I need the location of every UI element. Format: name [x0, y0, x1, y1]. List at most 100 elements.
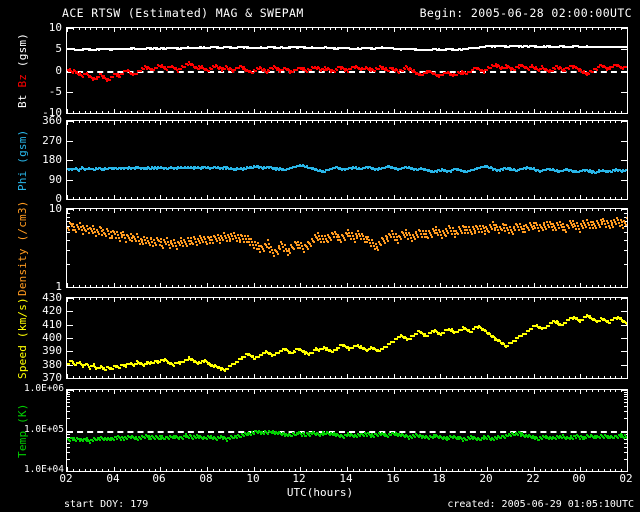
- x-tick-minor: [621, 469, 622, 471]
- x-tick: [394, 109, 395, 113]
- x-tick-minor: [417, 209, 418, 211]
- y-tick-label: 0: [55, 192, 62, 205]
- data-point: [184, 241, 186, 243]
- x-tick-minor: [312, 121, 313, 123]
- data-point: [157, 362, 159, 364]
- x-tick-minor: [178, 390, 179, 392]
- data-point: [312, 352, 314, 354]
- x-tick-minor: [604, 469, 605, 471]
- x-tick-minor: [242, 298, 243, 300]
- x-tick-minor: [190, 285, 191, 287]
- data-point: [396, 239, 398, 241]
- data-point: [346, 233, 348, 235]
- x-tick-label: 06: [152, 472, 166, 485]
- data-point: [518, 169, 520, 171]
- data-point: [496, 170, 498, 172]
- data-point: [525, 224, 527, 226]
- data-point: [259, 251, 261, 253]
- x-tick-minor: [312, 209, 313, 211]
- data-point: [261, 246, 263, 248]
- data-point: [189, 167, 191, 169]
- x-tick: [300, 283, 301, 287]
- data-point: [186, 245, 188, 247]
- data-point: [378, 68, 380, 70]
- data-point: [145, 48, 147, 50]
- data-point: [297, 47, 299, 49]
- x-tick-minor: [283, 111, 284, 113]
- data-point: [480, 439, 482, 441]
- x-tick-minor: [452, 209, 453, 211]
- data-point: [559, 221, 561, 223]
- data-point: [555, 438, 557, 440]
- data-point: [349, 235, 351, 237]
- data-point: [88, 76, 90, 78]
- data-point: [455, 230, 457, 232]
- data-point: [588, 224, 590, 226]
- y-tick-label: 370: [42, 371, 62, 384]
- x-tick-minor: [464, 285, 465, 287]
- data-point: [522, 168, 524, 170]
- data-point: [267, 239, 269, 241]
- data-point: [557, 224, 559, 226]
- y-tick: [67, 28, 73, 29]
- data-point: [400, 168, 402, 170]
- data-point: [460, 230, 462, 232]
- data-point: [356, 237, 358, 239]
- data-point: [87, 74, 89, 76]
- x-tick-minor: [475, 298, 476, 300]
- data-point: [109, 237, 111, 239]
- data-point: [173, 239, 175, 241]
- data-point: [440, 334, 442, 336]
- x-tick-minor: [365, 285, 366, 287]
- data-point: [101, 230, 103, 232]
- data-point: [486, 69, 488, 71]
- x-tick-minor: [400, 469, 401, 471]
- data-point: [364, 68, 366, 70]
- x-tick-minor: [458, 298, 459, 300]
- data-point: [159, 435, 161, 437]
- data-point: [502, 169, 504, 171]
- data-point: [130, 437, 132, 439]
- x-tick-minor: [271, 121, 272, 123]
- data-point: [112, 76, 114, 78]
- data-point: [131, 240, 133, 242]
- data-point: [334, 167, 336, 169]
- x-tick-minor: [551, 209, 552, 211]
- y-tick-minor: [67, 394, 70, 395]
- data-point: [370, 245, 372, 247]
- x-tick: [580, 121, 581, 125]
- x-tick-minor: [621, 111, 622, 113]
- x-tick-minor: [213, 376, 214, 378]
- data-point: [120, 439, 122, 441]
- x-tick-minor: [260, 111, 261, 113]
- x-tick-minor: [382, 121, 383, 123]
- data-point: [386, 346, 388, 348]
- data-point: [220, 235, 222, 237]
- data-point: [396, 69, 398, 71]
- data-point: [69, 68, 71, 70]
- data-point: [188, 61, 190, 63]
- data-point: [493, 439, 495, 441]
- x-tick-minor: [563, 298, 564, 300]
- data-point: [131, 48, 133, 50]
- data-point: [258, 356, 260, 358]
- data-point: [198, 240, 200, 242]
- x-tick-minor: [90, 111, 91, 113]
- data-point: [558, 227, 560, 229]
- data-point: [91, 230, 93, 232]
- data-point: [616, 318, 618, 320]
- data-point: [329, 69, 331, 71]
- x-tick-minor: [283, 209, 284, 211]
- data-point: [404, 436, 406, 438]
- data-point: [572, 67, 574, 69]
- data-point: [180, 240, 182, 242]
- x-tick-minor: [481, 197, 482, 199]
- data-point: [353, 238, 355, 240]
- y-tick: [621, 121, 627, 122]
- data-point: [484, 46, 486, 48]
- x-tick-minor: [230, 285, 231, 287]
- data-point: [384, 69, 386, 71]
- data-point: [146, 363, 148, 365]
- data-point: [215, 238, 217, 240]
- data-point: [169, 247, 171, 249]
